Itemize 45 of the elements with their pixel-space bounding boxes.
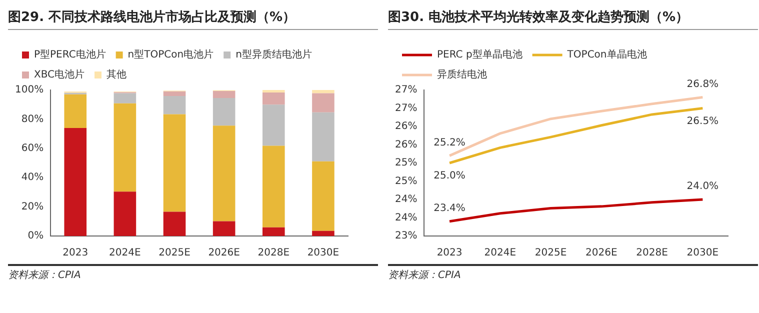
y-tick-label: 40% (21, 172, 44, 184)
data-label: 23.4% (434, 202, 466, 214)
data-label: 26.8% (686, 78, 719, 90)
x-tick-label: 2026E (208, 248, 240, 259)
data-label: 25.0% (434, 170, 466, 182)
y-tick-label: 26% (394, 139, 418, 150)
y-tick-label: 25% (394, 158, 418, 169)
y-tick-label: 0% (28, 230, 44, 242)
y-tick-label: 25% (394, 176, 418, 187)
data-label: 26.5% (686, 116, 719, 127)
legend-label: PERC p型单晶电池 (437, 48, 522, 61)
legend-label: TOPCon单晶电池 (566, 48, 647, 61)
legend-label: P型PERC电池片 (34, 48, 106, 61)
x-tick-label: 2023 (62, 248, 88, 259)
x-tick-label: 2023 (436, 248, 462, 259)
legend-label: n型TOPCon电池片 (128, 48, 214, 61)
x-tick-label: 2025E (534, 248, 567, 259)
y-tick-label: 60% (21, 142, 44, 154)
text: 资料来源：CPIA (8, 268, 82, 282)
x-tick-label: 2025E (158, 248, 190, 259)
text: 资料来源：CPIA (388, 268, 462, 282)
x-tick-label: 2024E (484, 248, 516, 259)
legend-label: XBC电池片 (34, 68, 85, 81)
legend-label: 异质结电池 (437, 68, 487, 81)
legend-label: 其他 (106, 68, 127, 81)
y-tick-label: 27% (394, 102, 418, 114)
x-tick-label: 2026E (586, 248, 618, 259)
y-tick-label: 24% (394, 194, 418, 206)
x-tick-label: 2030E (686, 248, 719, 259)
y-tick-label: 24% (394, 212, 418, 224)
y-tick-label: 26% (394, 121, 418, 132)
y-tick-label: 27% (394, 84, 418, 96)
chart-title: 图30. 电池技术平均光转效率及变化趋势预测（%） (388, 8, 758, 30)
y-tick-label: 100% (14, 84, 44, 96)
x-tick-label: 2028E (258, 248, 290, 259)
legend-label: n型异质结电池片 (236, 48, 312, 61)
x-tick-label: 2024E (109, 248, 141, 259)
data-label: 24.0% (686, 181, 719, 192)
y-tick-label: 80% (21, 114, 44, 125)
data-label: 25.2% (434, 137, 466, 148)
chart-title: 图29. 不同技术路线电池片市场占比及预测（%） (8, 8, 378, 30)
y-tick-label: 20% (21, 201, 44, 212)
y-tick-label: 23% (394, 230, 418, 242)
x-tick-label: 2028E (636, 248, 668, 259)
x-tick-label: 2030E (307, 248, 340, 259)
